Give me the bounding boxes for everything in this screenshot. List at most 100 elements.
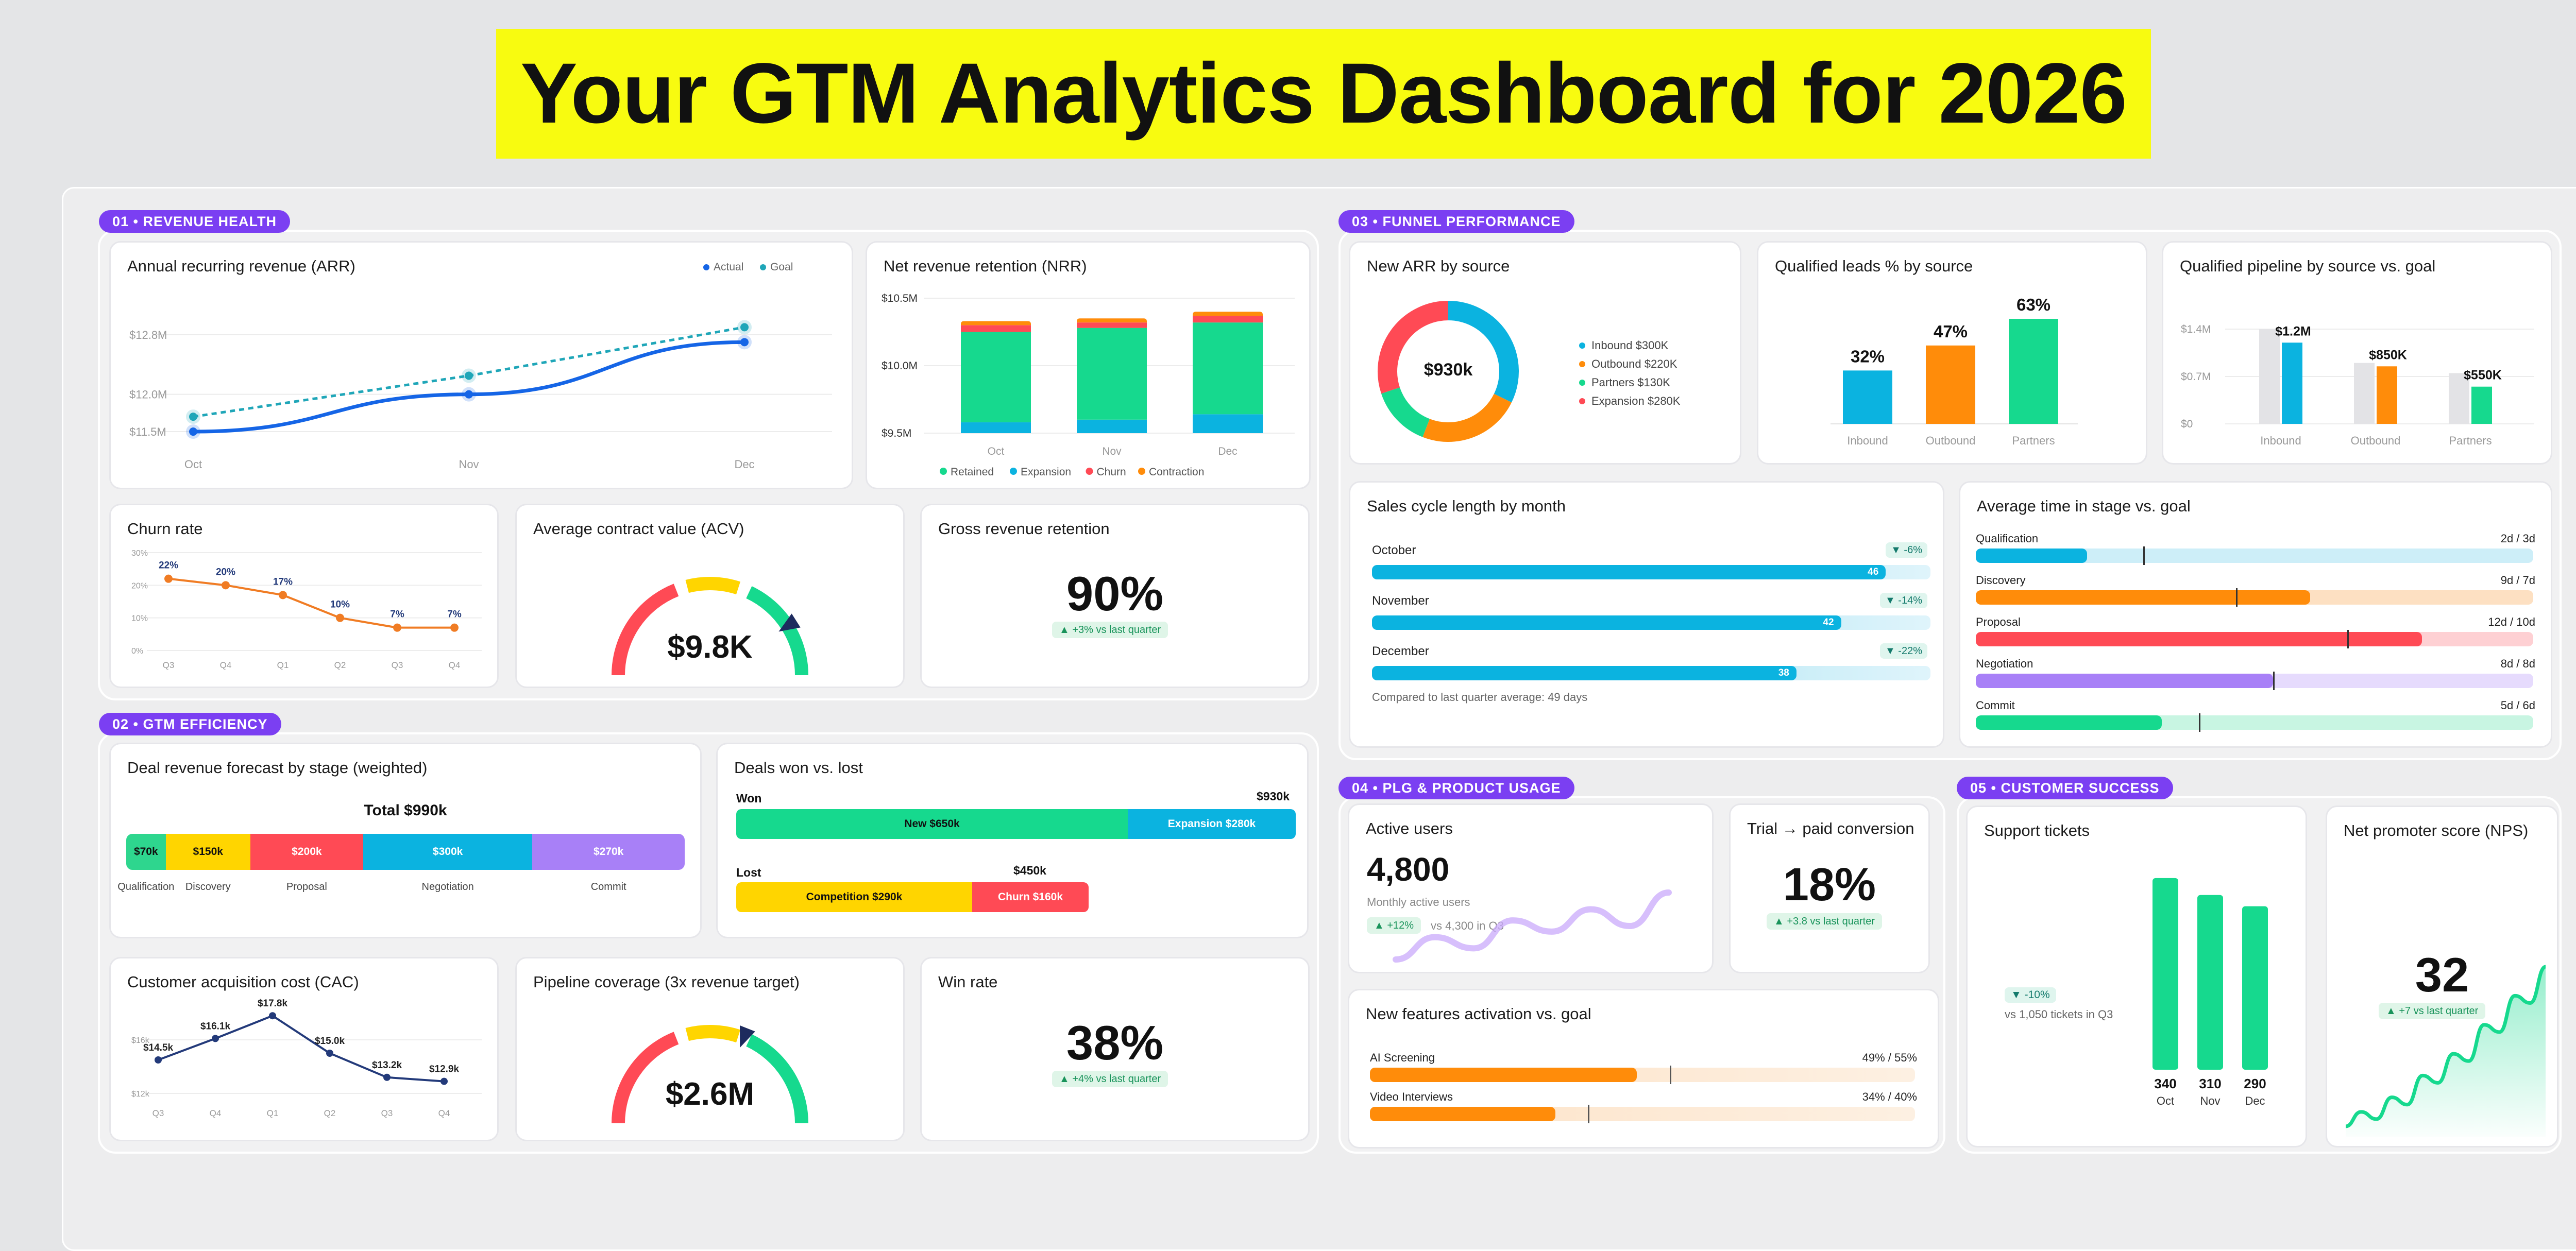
forecast-stage-label: Qualification [117, 881, 175, 893]
churn-xtick: Q3 [392, 660, 403, 670]
legend-dot [1579, 380, 1585, 386]
stagetime-actual-bar [1976, 549, 2088, 563]
churn-ytick: 30% [131, 549, 148, 558]
nrr-legend-label: Churn [1097, 466, 1126, 478]
newarr-card: New ARR by source $930k Inbound $300K Out… [1349, 241, 1741, 465]
pipeline-ytick: $0.7M [2181, 371, 2211, 383]
lost-competition-segment: Competition $290k [736, 882, 972, 912]
activeusers-compare: vs 4,300 in Q3 [1431, 919, 1504, 932]
salescycle-delta-badge: ▼ -22% [1879, 643, 1927, 659]
cac-xtick: Q3 [381, 1108, 393, 1118]
coverage-gauge [612, 1025, 808, 1124]
nrr-legend-label: Expansion [1021, 466, 1071, 478]
nrr-bar-expansion [1077, 419, 1147, 433]
cac-xtick: Q2 [324, 1108, 336, 1118]
arr-legend-goal: Goal [760, 261, 793, 273]
arr-ytick: $12.0M [129, 388, 167, 401]
arr-xtick: Dec [734, 458, 754, 471]
activeusers-line [1393, 889, 1672, 963]
wonlost-card: Deals won vs. lost Won $930k New $650k E… [716, 743, 1309, 938]
stagetime-value: 9d / 7d [2500, 574, 2535, 587]
nrr-bar-churn [1193, 316, 1263, 323]
won-expansion-segment: Expansion $280k [1128, 809, 1296, 839]
tickets-title: Support tickets [1984, 821, 2090, 839]
winrate-title: Win rate [938, 973, 998, 991]
arr-goal-point [740, 323, 749, 332]
nrr-legend-dot [1138, 468, 1145, 475]
forecast-total: Total $990k [364, 802, 447, 819]
stagetime-goal-marker [2273, 672, 2275, 690]
gauge-segment [746, 1034, 808, 1124]
leads-card: Qualified leads % by source 32% Inbound 47… [1757, 241, 2147, 465]
cac-chart: $12k $16k$14.5k Q3 $16.1k Q4 $17.8k Q1 $15.0k Q2… [131, 998, 482, 1118]
page-title: Your GTM Analytics Dashboard for 2026 [496, 29, 2151, 159]
stagetime-name: Proposal [1976, 615, 2021, 628]
nps-line [2345, 965, 2547, 1128]
stagetime-actual-bar [1976, 715, 2162, 730]
legend-label: Partners $130K [1591, 376, 1670, 389]
pipeline-title: Qualified pipeline by source vs. goal [2180, 257, 2436, 275]
cac-xtick: Q1 [267, 1108, 279, 1118]
pipeline-data-label: $550K [2464, 368, 2502, 383]
salescycle-note: Compared to last quarter average: 49 day… [1372, 691, 1588, 704]
nrr-ytick: $10.5M [882, 293, 918, 304]
lost-total: $450k [1013, 864, 1046, 877]
salescycle-card: Sales cycle length by month October ▼ -6%… [1349, 481, 1944, 748]
salescycle-month: October [1372, 543, 1416, 557]
salescycle-month: November [1372, 594, 1429, 608]
coverage-title: Pipeline coverage (3x revenue target) [533, 973, 800, 991]
churn-point [164, 574, 173, 583]
feature-value: 49% / 55% [1862, 1051, 1917, 1064]
acv-card: Average contract value (ACV) $9.8K [515, 504, 905, 688]
forecast-stage-label: Commit [590, 881, 626, 893]
cac-point [326, 1050, 333, 1057]
salescycle-delta-badge: ▼ -6% [1886, 542, 1927, 558]
salescycle-bar: 38 [1372, 666, 1797, 680]
nrr-bar-expansion [1193, 414, 1263, 433]
stagetime-value: 2d / 3d [2500, 532, 2535, 545]
nrr-legend-dot [1010, 468, 1017, 475]
section-label-revenue: 01 • REVENUE HEALTH [99, 210, 291, 233]
forecast-stacked-bar: $70k $150k $200k $300k $270k [126, 834, 685, 870]
nrr-legend-label: Contraction [1149, 466, 1204, 478]
trial-card: Trial → paid conversion 18% ▲ +3.8 vs la… [1729, 803, 1930, 973]
gauge-segment [612, 1032, 679, 1124]
stagetime-name: Negotiation [1976, 657, 2033, 670]
tickets-delta-badge: ▼ -10% [2005, 987, 2056, 1003]
winrate-card: Win rate 38% ▲ +4% vs last quarter [920, 957, 1310, 1141]
churn-data-label: 7% [390, 609, 404, 620]
leads-bar [2009, 319, 2058, 424]
arr-card: Annual recurring revenue (ARR) Actual Go… [109, 241, 853, 489]
nrr-legend-dot [940, 468, 947, 475]
activeusers-title: Active users [1366, 819, 1453, 837]
stagetime-card: Average time in stage vs. goal Qualifica… [1959, 481, 2552, 748]
won-new-segment: New $650k [736, 809, 1128, 839]
tickets-compare: vs 1,050 tickets in Q3 [2005, 1008, 2113, 1021]
newarr-legend-item: Outbound $220K [1579, 357, 1680, 375]
activeusers-card: Active users 4,800 Monthly active users … [1348, 803, 1714, 973]
newarr-legend: Inbound $300K Outbound $220K Partners $130… [1579, 338, 1680, 413]
forecast-segment: $300k [363, 834, 533, 870]
arr-goal-point [189, 413, 197, 421]
pipeline-chart: $0 $0.7M $1.4M $1.2M Inbound $850K Outbound $55… [2181, 323, 2534, 447]
nrr-chart: $9.5M $10.0M $10.5M Oct Nov Dec Retained Expans… [882, 293, 1295, 478]
feature-value: 34% / 40% [1862, 1090, 1917, 1103]
wonlost-title: Deals won vs. lost [734, 759, 863, 777]
churn-data-label: 22% [159, 560, 178, 571]
grr-card: Gross revenue retention 90% ▲ +3% vs las… [920, 504, 1310, 688]
won-label: Won [736, 792, 762, 805]
arr-goal-point [465, 371, 473, 380]
activeusers-value: 4,800 [1367, 851, 1450, 888]
acv-title: Average contract value (ACV) [533, 520, 744, 538]
feature-goal-marker [1588, 1105, 1590, 1123]
winrate-value: 38% [1066, 1016, 1164, 1070]
forecast-segment: $70k [126, 834, 166, 870]
newarr-donut [1378, 301, 1519, 442]
forecast-segment: $270k [532, 834, 685, 870]
arr-actual-line [193, 340, 745, 434]
activeusers-sub: Monthly active users [1367, 896, 1470, 909]
tickets-data-label: 290 [2244, 1076, 2266, 1091]
newarr-legend-item: Inbound $300K [1579, 338, 1680, 357]
feature-name: Video Interviews [1370, 1090, 1453, 1103]
newarr-legend-item: Partners $130K [1579, 375, 1680, 394]
